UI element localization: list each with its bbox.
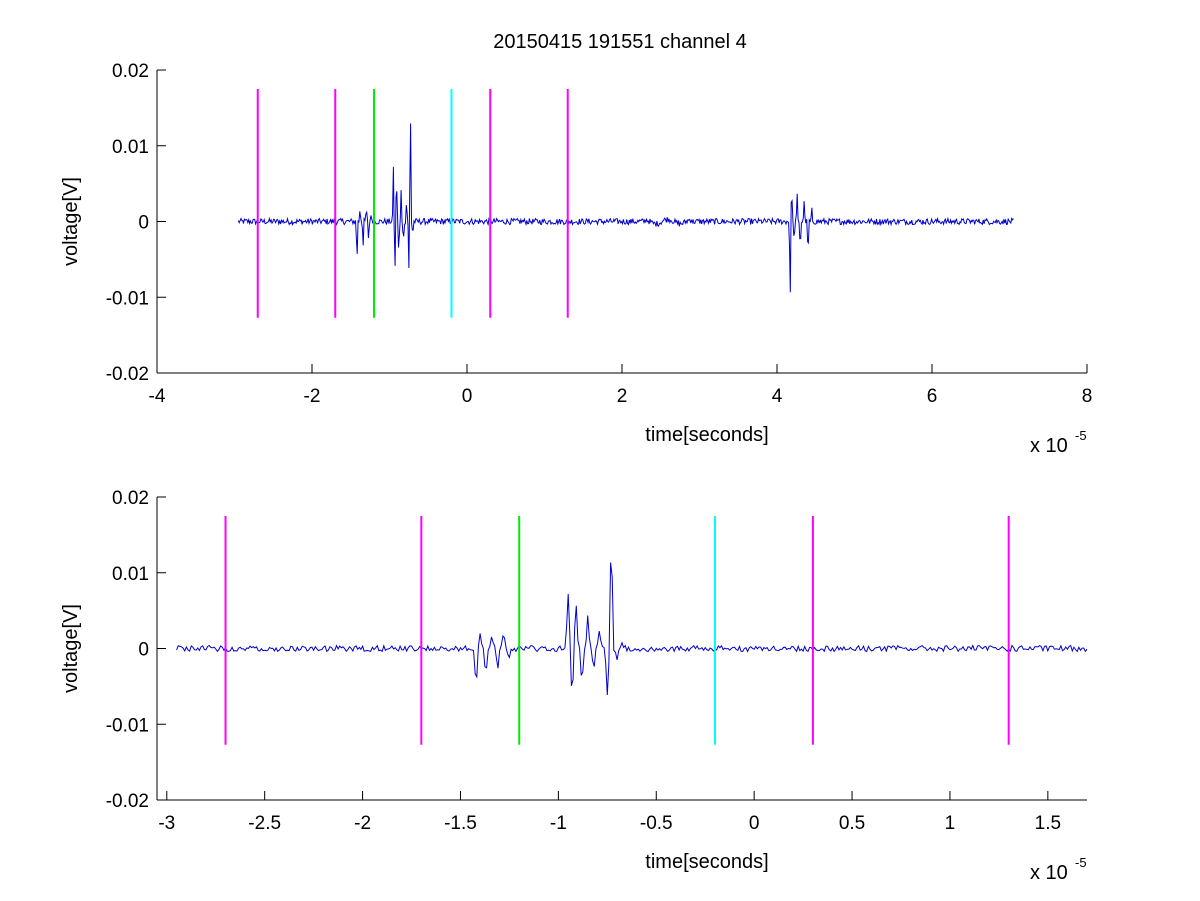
top-y-tick-label: -0.01 <box>106 288 149 309</box>
bottom-y-tick-label: 0 <box>138 640 149 661</box>
bottom-y-axis-label: voltage[V] <box>60 604 82 693</box>
bottom-y-tick-label: -0.02 <box>106 791 149 812</box>
bottom-x-tick-label: 0.5 <box>839 813 865 834</box>
top-x-tick-label: 6 <box>927 386 938 407</box>
top-x-tick-label: 4 <box>772 386 783 407</box>
top-y-tick-label: -0.02 <box>106 364 149 385</box>
top-x-tick-label: 0 <box>462 386 473 407</box>
bottom-y-tick-label: -0.01 <box>106 715 149 736</box>
bottom-plot: -0.02 -0.01 0 0.01 0.02 -3 -2.5 -2 -1.5 -1 -0.5 0 0.… <box>60 488 1088 884</box>
bottom-y-tick-label: 0.02 <box>112 488 149 509</box>
top-y-axis-label: voltage[V] <box>60 177 82 266</box>
bottom-x-tick-label: -1 <box>550 813 567 834</box>
bottom-x-tick-label: -2 <box>354 813 371 834</box>
bottom-x-exponent-power: -5 <box>1075 855 1087 870</box>
top-y-tick-label: 0.02 <box>112 61 149 82</box>
top-x-axis-label: time[seconds] <box>645 424 768 446</box>
top-x-tick-label: 8 <box>1082 386 1093 407</box>
bottom-x-tick-label: -3 <box>158 813 175 834</box>
figure-title: 20150415 191551 channel 4 <box>493 31 747 53</box>
top-signal-series <box>237 123 1014 293</box>
top-x-exponent-power: -5 <box>1075 428 1087 443</box>
bottom-x-tick-label: -0.5 <box>640 813 673 834</box>
bottom-signal-series <box>176 562 1088 696</box>
top-y-tick-label: 0.01 <box>112 137 149 158</box>
bottom-x-tick-label: -2.5 <box>248 813 281 834</box>
top-x-tick-label: 2 <box>617 386 628 407</box>
top-y-tick-label: 0 <box>138 213 149 234</box>
bottom-x-tick-label: -1.5 <box>444 813 477 834</box>
top-x-exponent: x 10 <box>1030 435 1068 457</box>
bottom-y-tick-label: 0.01 <box>112 564 149 585</box>
top-x-tick-label: -4 <box>149 386 166 407</box>
bottom-x-exponent: x 10 <box>1030 862 1068 884</box>
bottom-x-tick-label: 1 <box>945 813 956 834</box>
bottom-x-tick-label: 0 <box>749 813 760 834</box>
top-plot: -0.02 -0.01 0 0.01 0.02 -4 -2 0 2 4 6 8 time[seconds… <box>60 61 1092 457</box>
top-x-tick-label: -2 <box>304 386 321 407</box>
bottom-x-axis-label: time[seconds] <box>645 851 768 873</box>
bottom-x-tick-label: 1.5 <box>1035 813 1061 834</box>
